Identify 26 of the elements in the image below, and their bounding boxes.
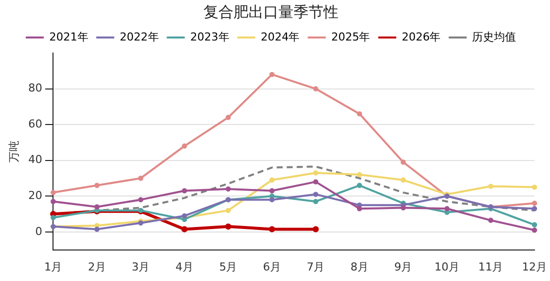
x-tick-label: 8月 bbox=[350, 260, 368, 274]
legend-label: 2025年 bbox=[331, 30, 370, 44]
y-tick-label: 20 bbox=[28, 188, 42, 202]
chart-title: 复合肥出口量季节性 bbox=[204, 2, 338, 21]
x-tick-label: 6月 bbox=[262, 260, 281, 274]
y-tick-label: 60 bbox=[28, 117, 42, 130]
y-tick-label: 0 bbox=[35, 224, 42, 238]
x-tick-label: 10月 bbox=[434, 260, 460, 274]
legend-label: 2021年 bbox=[49, 30, 88, 44]
legend-label: 2026年 bbox=[402, 30, 441, 44]
legend-label: 历史均值 bbox=[472, 30, 516, 44]
x-tick-label: 5月 bbox=[219, 260, 238, 274]
y-tick-label: 40 bbox=[28, 153, 42, 166]
x-tick-label: 2月 bbox=[88, 260, 106, 274]
legend-label: 2024年 bbox=[260, 30, 300, 44]
x-tick-label: 4月 bbox=[175, 260, 194, 274]
x-tick-label: 7月 bbox=[306, 260, 325, 274]
x-tick-label: 3月 bbox=[132, 260, 150, 274]
y-axis-title: 万吨 bbox=[7, 140, 20, 162]
x-tick-label: 12月 bbox=[522, 260, 547, 274]
x-tick-label: 1月 bbox=[44, 260, 62, 274]
legend-label: 2022年 bbox=[120, 30, 159, 44]
x-tick-label: 11月 bbox=[478, 260, 504, 274]
x-tick-label: 9月 bbox=[394, 260, 412, 274]
legend-label: 2023年 bbox=[190, 30, 230, 44]
y-tick-label: 80 bbox=[28, 82, 42, 95]
